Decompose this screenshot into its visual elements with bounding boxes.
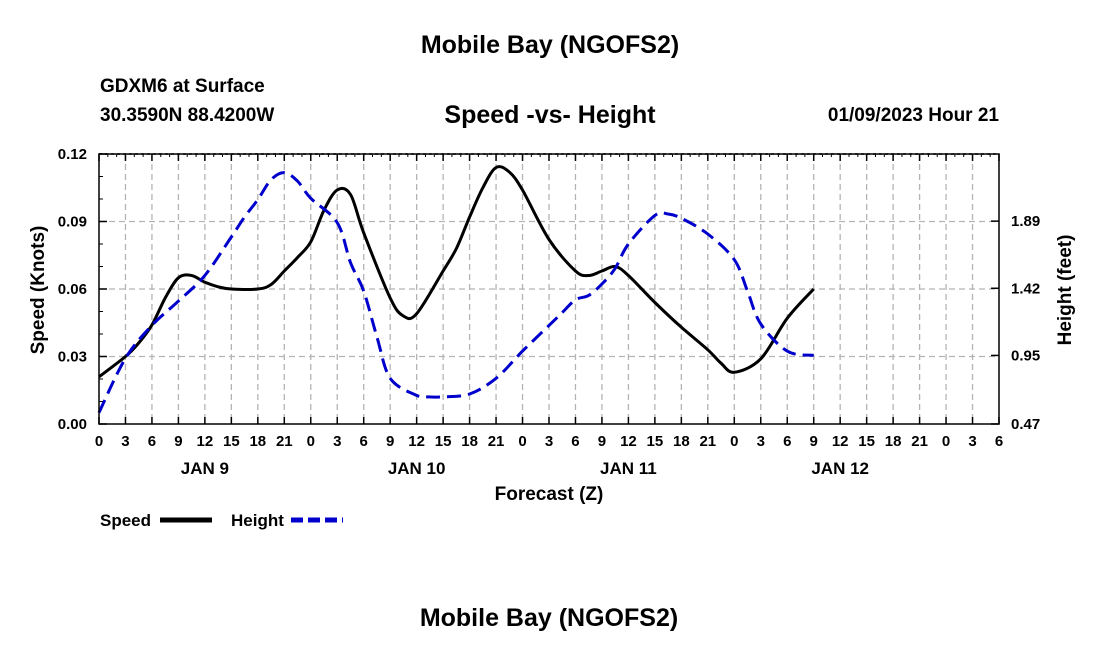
x-tick-label: 15 — [858, 433, 875, 450]
x-tick-label: 6 — [995, 433, 1003, 450]
height-series-line — [97, 171, 814, 414]
x-tick-label: 21 — [276, 433, 293, 450]
x-tick-label: 21 — [911, 433, 928, 450]
day-label: JAN 11 — [600, 459, 657, 478]
x-tick-label: 12 — [620, 433, 637, 450]
x-tick-label: 18 — [885, 433, 902, 450]
plot-frame — [98, 153, 1000, 425]
station-label: GDXM6 at Surface — [100, 76, 265, 97]
x-tick-label: 6 — [360, 433, 368, 450]
day-label: JAN 9 — [181, 459, 229, 478]
y-tick-label: 0.12 — [58, 146, 87, 163]
y2-tick-label: 0.95 — [1011, 347, 1040, 364]
x-tick-label: 3 — [333, 433, 341, 450]
y-tick-label: 0.00 — [58, 416, 87, 433]
legend: Speed Height — [100, 511, 343, 530]
x-tick-label: 18 — [249, 433, 266, 450]
x-tick-label: 6 — [148, 433, 156, 450]
forecast-datetime: 01/09/2023 Hour 21 — [827, 105, 999, 126]
x-tick-label: 0 — [518, 433, 526, 450]
x-tick-label: 12 — [832, 433, 849, 450]
x-tick-label: 3 — [545, 433, 553, 450]
y2-axis-title: Height (feet) — [1055, 235, 1076, 346]
y-axis-title: Speed (Knots) — [28, 226, 49, 355]
x-tick-label: 6 — [783, 433, 791, 450]
x-tick-label: 15 — [435, 433, 452, 450]
x-tick-label: 9 — [174, 433, 182, 450]
x-tick-label: 0 — [730, 433, 738, 450]
series-lines — [97, 165, 815, 414]
x-tick-label: 9 — [810, 433, 818, 450]
legend-height-label: Height — [231, 511, 284, 530]
x-tick-label: 18 — [461, 433, 478, 450]
x-tick-label: 12 — [408, 433, 425, 450]
y-tick-label: 0.03 — [58, 349, 87, 366]
x-tick-label: 21 — [488, 433, 505, 450]
x-tick-label: 18 — [673, 433, 690, 450]
x-tick-label: 15 — [647, 433, 664, 450]
y2-tick-label: 0.47 — [1011, 416, 1040, 433]
main-title: Mobile Bay (NGOFS2) — [420, 31, 680, 59]
x-tick-label: 21 — [699, 433, 716, 450]
day-label: JAN 12 — [811, 459, 869, 478]
x-tick-label: 9 — [386, 433, 394, 450]
x-tick-label: 0 — [95, 433, 103, 450]
x-tick-label: 6 — [571, 433, 579, 450]
x-tick-label: 0 — [942, 433, 950, 450]
x-tick-label: 0 — [307, 433, 315, 450]
axis-labels: Forecast (Z) Speed (Knots) Height (feet)… — [28, 146, 1076, 505]
x-tick-label: 3 — [121, 433, 129, 450]
x-tick-label: 12 — [197, 433, 214, 450]
x-tick-label: 3 — [968, 433, 976, 450]
y2-tick-label: 1.89 — [1011, 213, 1040, 230]
y-tick-label: 0.06 — [58, 281, 87, 298]
speed-series-line — [98, 165, 815, 378]
y-tick-label: 0.09 — [58, 214, 87, 231]
x-tick-label: 3 — [757, 433, 765, 450]
coordinates-label: 30.3590N 88.4200W — [100, 105, 275, 126]
day-label: JAN 10 — [388, 459, 446, 478]
y2-tick-label: 1.42 — [1011, 280, 1040, 297]
x-axis-title: Forecast (Z) — [495, 484, 604, 505]
footer-title: Mobile Bay (NGOFS2) — [420, 604, 678, 632]
chart-title: Speed -vs- Height — [444, 101, 656, 129]
x-tick-label: 15 — [223, 433, 240, 450]
grid-lines — [99, 154, 999, 424]
legend-speed-label: Speed — [100, 511, 151, 530]
x-tick-label: 9 — [598, 433, 606, 450]
